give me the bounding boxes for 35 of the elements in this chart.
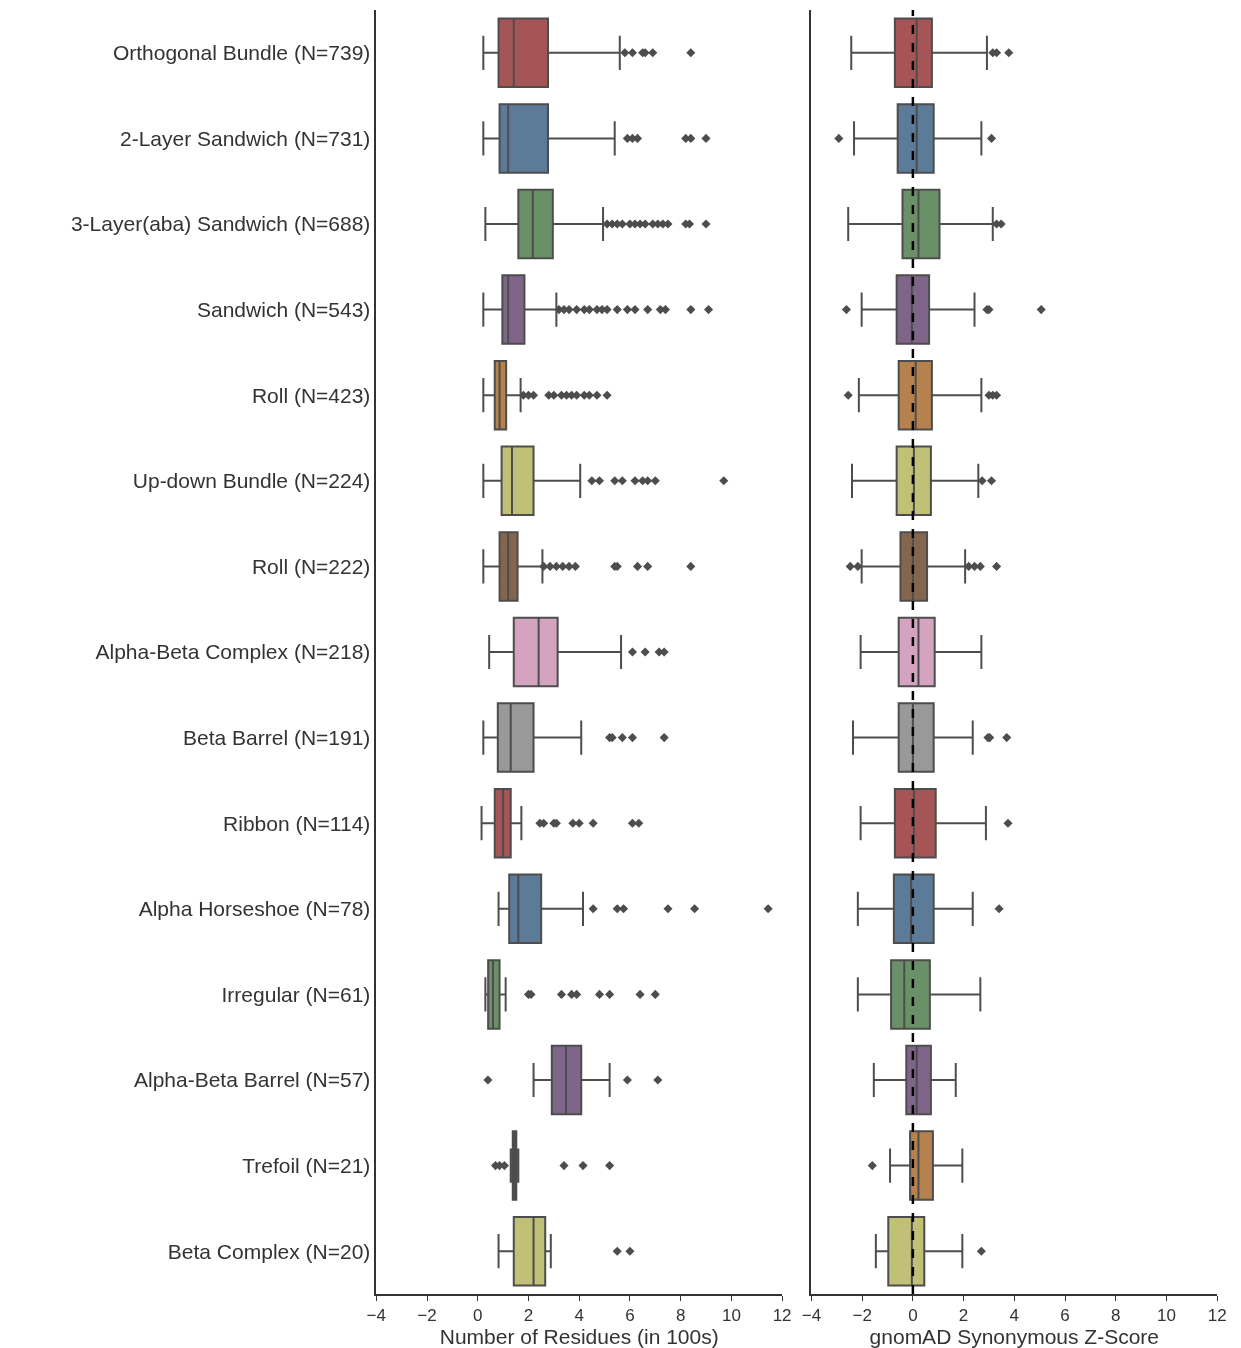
x-tick-label: 2 bbox=[958, 1306, 969, 1326]
y-tick-label: Roll (N=423) bbox=[251, 383, 371, 407]
x-tick-label: 10 bbox=[1157, 1306, 1176, 1326]
x-tick-label: 12 bbox=[1207, 1306, 1227, 1326]
y-tick-label: 2-Layer Sandwich (N=731) bbox=[119, 126, 371, 150]
x-tick-label: 2 bbox=[523, 1306, 534, 1326]
y-tick-label: Irregular (N=61) bbox=[221, 982, 371, 1006]
x-tick-label: 0 bbox=[473, 1306, 483, 1326]
y-tick-label: Ribbon (N=114) bbox=[223, 811, 371, 835]
y-tick-label: Trefoil (N=21) bbox=[242, 1153, 371, 1177]
y-tick-label: Sandwich (N=543) bbox=[197, 297, 371, 321]
y-tick-label: Alpha-Beta Barrel (N=57) bbox=[133, 1068, 371, 1092]
x-tick-label: −4 bbox=[801, 1306, 822, 1326]
y-tick-label: Alpha Horseshoe (N=78) bbox=[138, 897, 371, 921]
x-tick-label: 6 bbox=[625, 1306, 635, 1326]
x-tick-label: −4 bbox=[366, 1306, 386, 1326]
x-axis-title: Number of Residues (in 100s) bbox=[439, 1325, 719, 1348]
x-tick-label: 4 bbox=[1009, 1306, 1020, 1326]
x-tick-label: 6 bbox=[1060, 1306, 1070, 1326]
y-tick-label: Beta Complex (N=20) bbox=[167, 1239, 371, 1263]
y-tick-label: Up-down Bundle (N=224) bbox=[132, 469, 371, 493]
y-tick-label: Roll (N=222) bbox=[251, 554, 371, 578]
y-tick-label: Alpha-Beta Complex (N=218) bbox=[95, 640, 371, 664]
x-tick-label: 0 bbox=[908, 1306, 918, 1326]
x-tick-label: 12 bbox=[772, 1306, 792, 1326]
x-tick-label: −2 bbox=[417, 1306, 437, 1326]
x-tick-label: 8 bbox=[675, 1306, 686, 1326]
y-tick-label: 3-Layer(aba) Sandwich (N=688) bbox=[70, 212, 371, 236]
x-tick-label: −2 bbox=[852, 1306, 872, 1326]
x-tick-label: 8 bbox=[1111, 1306, 1121, 1326]
x-axis-title: gnomAD Synonymous Z-Score bbox=[869, 1325, 1160, 1348]
x-tick-label: 4 bbox=[574, 1306, 584, 1326]
y-tick-label: Beta Barrel (N=191) bbox=[183, 725, 371, 749]
x-tick-label: 10 bbox=[721, 1306, 741, 1326]
y-tick-label: Orthogonal Bundle (N=739) bbox=[112, 41, 371, 65]
